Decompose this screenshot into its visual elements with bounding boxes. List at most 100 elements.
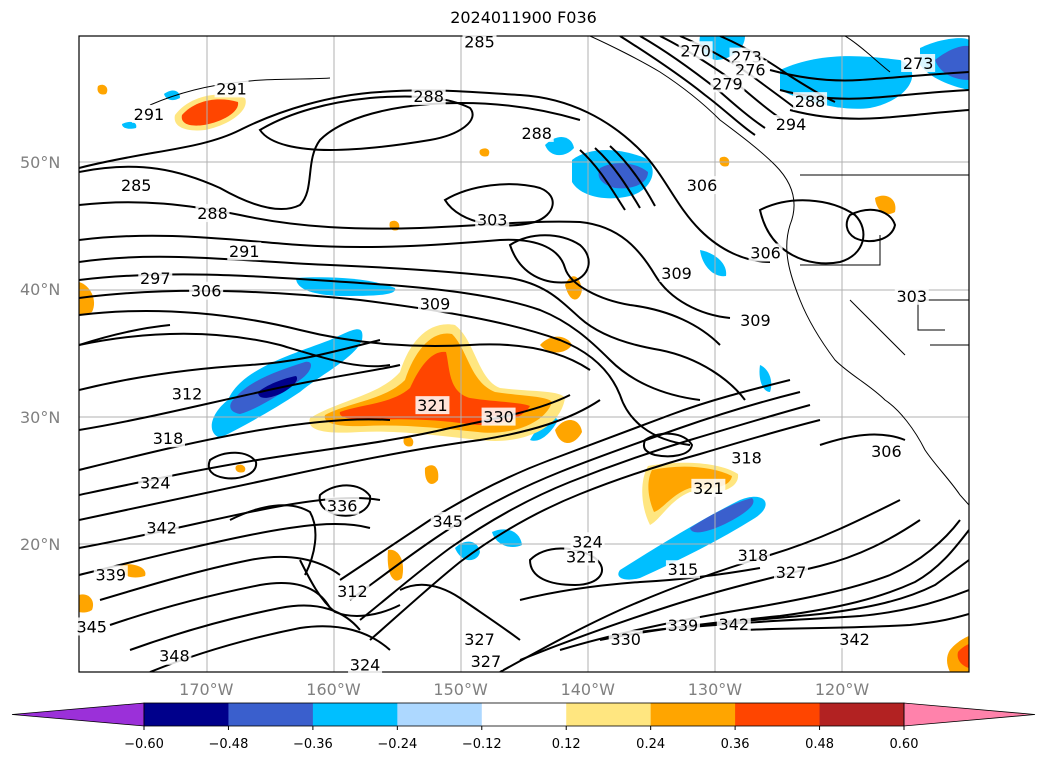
contour-label: 348 [159, 647, 190, 666]
contour-label: 327 [776, 563, 807, 582]
contour-label-bg [119, 176, 154, 195]
contour-label: 270 [680, 41, 711, 60]
positive-anomaly-dot4 [235, 464, 246, 473]
contour-label-bg [894, 286, 929, 305]
contour-label-bg [793, 92, 828, 111]
contour-label-bg [462, 32, 497, 51]
lat-label: 40°N [20, 280, 61, 300]
contour-label-bg [564, 547, 599, 566]
contour-label: 303 [897, 287, 928, 306]
contour-label-bg [659, 263, 694, 282]
contour-label-bg [325, 496, 360, 515]
contour-label-bg [411, 87, 446, 106]
contour-label: 324 [350, 656, 381, 675]
contour-label: 336 [327, 497, 358, 516]
colorbar-segment [144, 703, 229, 726]
contour-labels: 285 270 2732762792732882942912912882882852… [74, 32, 936, 675]
contour-label: 345 [76, 617, 107, 636]
positive-anomaly-dot1 [97, 84, 108, 95]
colorbar-segment [819, 703, 905, 726]
contour-label: 321 [693, 479, 724, 498]
contour-label: 339 [96, 565, 127, 584]
contour-label: 303 [477, 210, 508, 229]
contour-label: 288 [521, 124, 552, 143]
contour-label: 324 [572, 532, 603, 551]
contour-label: 327 [464, 630, 495, 649]
contour-label-bg [729, 448, 764, 467]
contour-label-bg [335, 581, 370, 600]
contour-label: 342 [839, 630, 870, 649]
contour-label: 339 [668, 616, 699, 635]
contour-label-bg [74, 617, 109, 636]
contour-label: 285 [121, 176, 152, 195]
contour-label-bg [837, 630, 872, 649]
positive-anomaly-mid6 [387, 549, 404, 581]
contour-label: 285 [464, 32, 495, 51]
contour-label-bg [678, 41, 713, 60]
contour-label: 309 [661, 264, 692, 283]
colorbar-segment [481, 703, 567, 726]
positive-anomaly-mid4 [555, 420, 582, 443]
contour-label-bg [519, 123, 554, 142]
contour-label-bg [691, 478, 726, 497]
colorbar-segment [566, 703, 652, 726]
positive-anomaly-nw-core [181, 99, 239, 126]
lon-label: 170°W [179, 680, 234, 699]
coastlines [149, 36, 969, 506]
contour-label-bg [227, 242, 262, 261]
colorbar-tick-label: 0.12 [551, 737, 581, 752]
contour-label-bg [195, 204, 230, 223]
positive-anomaly-sub-core [648, 466, 732, 512]
contour-label-bg [157, 646, 192, 665]
contour-label: 288 [795, 92, 826, 111]
contour-label: 279 [712, 74, 743, 93]
contour-label: 288 [413, 87, 444, 106]
negative-anomaly-ne-core [935, 45, 969, 80]
positive-anomaly-dot2 [479, 148, 490, 157]
lon-label: 150°W [433, 680, 488, 699]
contour-label: 324 [140, 474, 171, 493]
contour-label-bg [170, 384, 205, 403]
positive-anomaly-sw [79, 594, 94, 613]
colorbar-tick-label: −0.12 [461, 737, 502, 752]
contour-label: 306 [750, 244, 781, 263]
negative-anomaly-sub-core [690, 498, 754, 533]
contour-label: 273 [903, 54, 934, 73]
positive-anomaly-se-core [957, 644, 969, 668]
colorbar-outline [143, 702, 905, 727]
contour-label: 318 [153, 429, 184, 448]
contour-label-bg [151, 429, 185, 448]
contour-label: 330 [483, 408, 514, 427]
contour-label-bg [189, 281, 224, 300]
colorbar-segment [228, 703, 314, 726]
contour-label-bg [774, 562, 808, 581]
colorbar-extend-min [11, 702, 145, 727]
positive-anomaly-mid5 [424, 465, 439, 484]
contour-label: 327 [471, 652, 502, 671]
contour-label-bg [214, 79, 249, 98]
contour-label: 306 [687, 176, 718, 195]
negative-anomaly-small3 [700, 250, 727, 277]
colorbar-tick-label: 0.48 [805, 737, 835, 752]
colorbar-segment [312, 703, 398, 726]
contour-label-bg [608, 630, 643, 649]
contour-label: 345 [432, 512, 463, 531]
contour-label-bg [665, 616, 700, 635]
positive-anomaly-dot5 [403, 436, 414, 447]
contour-label-bg [468, 651, 503, 670]
contour-label-bg [869, 441, 904, 460]
contour-label: 294 [776, 115, 807, 134]
contour-label-bg [93, 565, 128, 584]
contour-label-bg [685, 176, 719, 195]
contour-label-bg [665, 560, 700, 579]
negative-anomaly-small7 [122, 121, 137, 129]
contour-label: 312 [337, 582, 368, 601]
contour-label: 318 [738, 546, 769, 565]
positive-anomaly-mid8 [875, 195, 896, 215]
contour-label-bg [738, 310, 773, 329]
lat-label: 20°N [20, 534, 61, 554]
negative-anomaly-band [296, 277, 396, 296]
colorbar [11, 702, 1036, 730]
negative-anomaly-jet-core [598, 163, 648, 189]
